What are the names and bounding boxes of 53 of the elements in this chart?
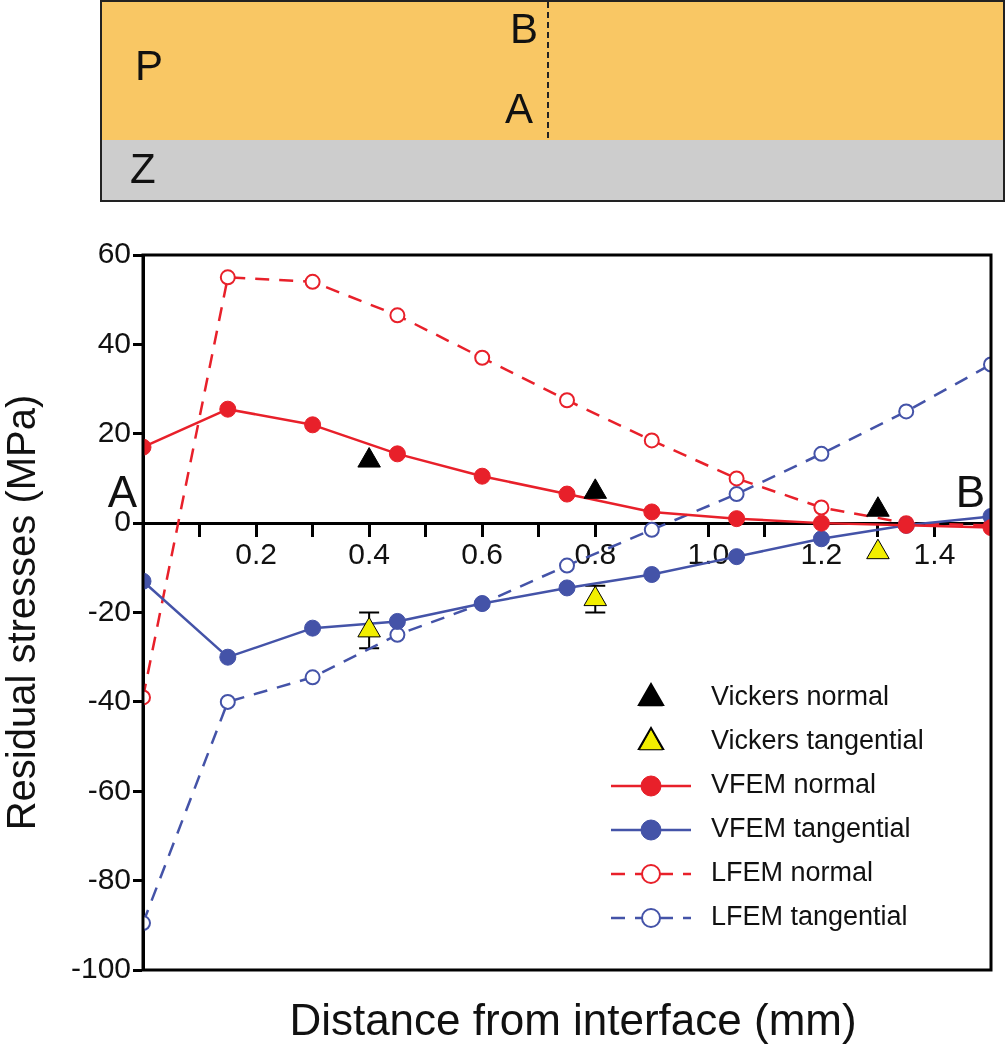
point — [813, 445, 830, 462]
x-tick-label: 1.4 — [913, 537, 956, 571]
x-tick-label: 1.2 — [800, 537, 843, 571]
point — [559, 392, 575, 409]
legend-label: LFEM normal — [711, 857, 874, 888]
point — [304, 273, 321, 290]
point — [219, 693, 236, 710]
y-tick-label: -100 — [70, 951, 131, 985]
y-tick-label: 20 — [97, 415, 131, 449]
annotation: B — [955, 467, 985, 517]
point — [388, 445, 406, 463]
point — [474, 349, 491, 366]
y-tick-label: 40 — [97, 325, 131, 359]
x-tick-label: 0.6 — [461, 537, 504, 571]
legend-label: Vickers normal — [711, 681, 890, 712]
point — [388, 612, 406, 630]
x-tick-label: 0.4 — [348, 537, 390, 571]
y-axis-title: Residual stresses (MPa) — [0, 394, 44, 831]
legend-label: VFEM normal — [711, 769, 877, 800]
x-axis-title: Distance from interface (mm) — [288, 995, 858, 1045]
point — [558, 579, 576, 597]
point — [304, 669, 321, 686]
y-tick-label: -40 — [87, 683, 131, 717]
y-tick-label: -20 — [87, 593, 131, 627]
point — [389, 307, 406, 324]
point — [898, 403, 915, 420]
point — [728, 548, 746, 566]
legend-label: VFEM tangential — [711, 813, 911, 844]
y-tick-label: -60 — [87, 772, 131, 806]
layered-block-schematic: P B A Z — [100, 0, 1003, 202]
y-tick-label: -80 — [87, 861, 131, 895]
y-tick-label: 60 — [97, 236, 131, 270]
point — [643, 503, 661, 521]
point — [219, 269, 236, 286]
point — [304, 416, 322, 434]
point — [643, 432, 660, 449]
point — [558, 485, 576, 503]
point — [728, 470, 745, 487]
point — [219, 648, 237, 666]
point — [643, 521, 660, 538]
point — [473, 467, 491, 485]
point — [304, 619, 322, 637]
x-tick-label: 0.2 — [235, 537, 277, 571]
point — [813, 499, 830, 516]
point — [728, 486, 745, 503]
point — [219, 400, 237, 418]
legend-label: Vickers tangential — [711, 725, 924, 756]
point — [728, 510, 746, 528]
point — [812, 514, 830, 532]
point — [559, 557, 575, 574]
legend-label: LFEM tangential — [711, 901, 908, 932]
point — [643, 566, 661, 584]
x-tick-label: 0.8 — [574, 537, 617, 571]
